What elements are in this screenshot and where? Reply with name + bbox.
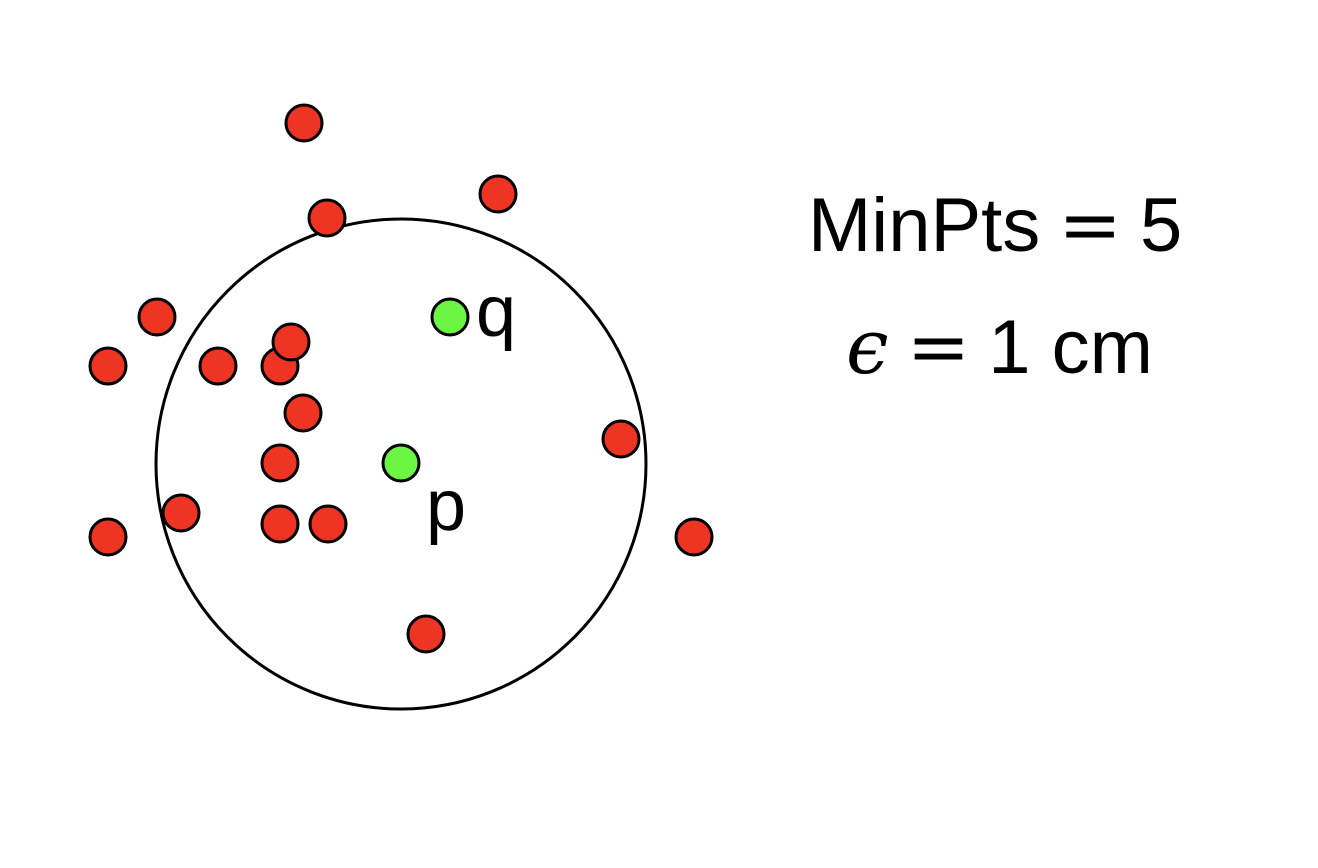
label-q: q [476, 272, 516, 352]
red-point [308, 504, 348, 544]
red-point [406, 614, 446, 654]
epsilon-equals: = [906, 302, 971, 391]
red-point [137, 297, 177, 337]
point-q [430, 297, 470, 337]
epsilon-neighborhood-circle [154, 217, 648, 711]
red-point [198, 346, 238, 386]
epsilon-symbol: ϵ [846, 302, 889, 391]
red-point [307, 198, 347, 238]
red-point [161, 493, 201, 533]
label-p: p [426, 466, 466, 546]
minpts-parameter: MinPts = 5 [808, 187, 1182, 264]
red-point [260, 443, 300, 483]
red-point [88, 517, 128, 557]
red-point [478, 174, 518, 214]
minpts-name: MinPts [808, 183, 1041, 268]
red-point [271, 322, 311, 362]
red-point [674, 517, 714, 557]
minpts-value: 5 [1139, 183, 1183, 268]
red-point [260, 504, 300, 544]
red-points [88, 103, 714, 654]
epsilon-value: 1 cm [988, 305, 1153, 390]
epsilon-parameter: ϵ = 1 cm [846, 309, 1153, 386]
point-p [381, 443, 421, 483]
minpts-equals: = [1058, 180, 1122, 269]
red-point [284, 103, 324, 143]
red-point [88, 346, 128, 386]
red-point [283, 393, 323, 433]
red-point [601, 419, 641, 459]
